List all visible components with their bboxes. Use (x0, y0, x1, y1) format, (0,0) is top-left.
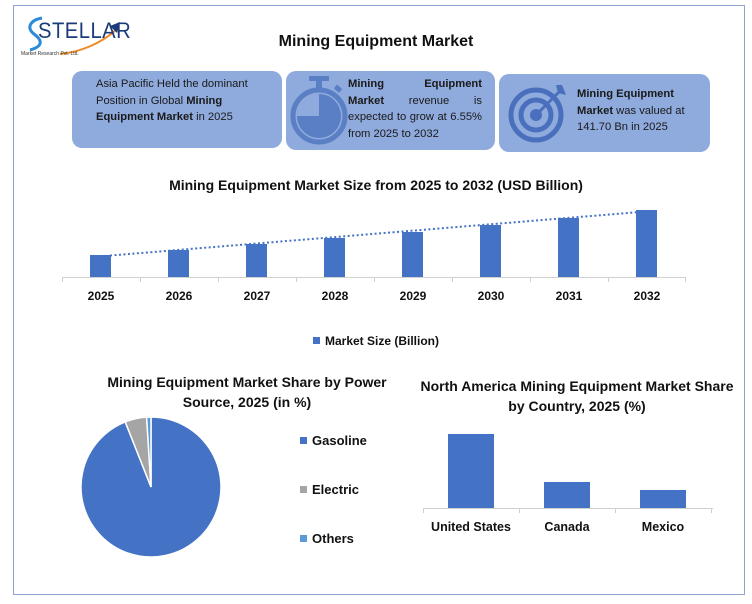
legend-label: Electric (312, 482, 359, 497)
power-source-chart-title: Mining Equipment Market Share by Power S… (107, 374, 387, 410)
x-tick (218, 277, 219, 282)
legend-label: Others (312, 531, 354, 546)
x-tick-label: Canada (544, 520, 590, 534)
x-tick (374, 277, 375, 282)
market-size-bar-chart: 2025 2026 2027 2028 2029 2030 2031 2032 (62, 200, 686, 310)
x-tick (685, 277, 686, 282)
card-text-segment: Asia Pacific Held the dominant Position … (96, 78, 248, 107)
power-source-pie-chart (80, 416, 222, 558)
legend-swatch (300, 486, 307, 493)
card-text-segment: Mining Equipment Market (577, 88, 674, 117)
bar-2028 (323, 238, 345, 277)
bar-2025 (89, 255, 111, 277)
x-tick (296, 277, 297, 282)
page-title: Mining Equipment Market (278, 33, 474, 50)
card-text-segment: was valued at 141.70 Bn in 2025 (577, 104, 685, 134)
market-size-legend: Market Size (Billion) (0, 334, 752, 348)
legend-label: Market Size (Billion) (324, 334, 440, 348)
x-tick (62, 277, 63, 282)
x-tick-label: 2027 (243, 289, 271, 303)
legend-label: Gasoline (312, 433, 367, 448)
north-america-chart-title: North America Mining Equipment Market Sh… (420, 378, 734, 414)
info-card-growth: Mining Equipment Market revenue is expec… (286, 71, 495, 150)
logo-wordmark: STELLAR (38, 18, 132, 43)
x-tick-label: 2030 (477, 289, 505, 303)
x-tick (711, 508, 712, 513)
x-tick (608, 277, 609, 282)
card-text-segment: Mining Equipment Market (348, 78, 482, 107)
card-text: Mining Equipment Market revenue is expec… (348, 76, 482, 142)
x-tick (140, 277, 141, 282)
x-tick (519, 508, 520, 513)
card-text-segment: Mining Equipment Market (96, 94, 223, 124)
x-tick (615, 508, 616, 513)
x-tick-label: 2029 (399, 289, 427, 303)
bar-2032 (635, 210, 657, 277)
legend-item-gasoline: Gasoline (300, 433, 367, 448)
x-tick-label: 2025 (87, 289, 115, 303)
legend-swatch (300, 535, 307, 542)
legend-swatch (312, 337, 320, 344)
info-card-valuation: Mining Equipment Market was valued at 14… (499, 74, 710, 152)
bar-2027 (245, 244, 267, 277)
north-america-bar-chart: United States Canada Mexico (423, 425, 713, 540)
x-tick (423, 508, 424, 513)
logo-swoosh-icon (28, 16, 120, 55)
x-tick-label: United States (431, 520, 511, 534)
stellar-logo: STELLAR Market Research Pvt. Ltd. (20, 10, 132, 60)
card-text-segment: revenue is expected to grow at 6.55% fro… (348, 94, 482, 140)
x-tick (452, 277, 453, 282)
bar-mexico (640, 490, 686, 508)
x-tick (530, 277, 531, 282)
x-tick-label: 2026 (165, 289, 193, 303)
logo-subtitle: Market Research Pvt. Ltd. (21, 51, 79, 57)
card-text-segment: in 2025 (192, 111, 233, 123)
stopwatch-icon (290, 76, 348, 145)
card-text: Mining Equipment Market was valued at 14… (577, 86, 697, 136)
x-tick-label: 2031 (555, 289, 583, 303)
info-card-region: Asia Pacific Held the dominant Position … (72, 71, 282, 148)
bar-2029 (401, 231, 423, 277)
bar-2026 (167, 249, 189, 277)
x-tick-label: Mexico (641, 520, 685, 534)
bar-2030 (479, 224, 501, 277)
trendline (109, 211, 637, 257)
bar-united-states (448, 434, 494, 508)
x-axis (423, 508, 713, 509)
bar-2031 (557, 217, 579, 277)
x-tick-label: 2032 (633, 289, 661, 303)
card-text: Asia Pacific Held the dominant Position … (96, 76, 266, 126)
legend-swatch (300, 437, 307, 444)
market-size-chart-title: Mining Equipment Market Size from 2025 t… (169, 177, 583, 193)
bar-canada (544, 482, 590, 508)
legend-item-others: Others (300, 531, 354, 546)
pie-slice-others (145, 416, 152, 488)
legend-item-electric: Electric (300, 482, 359, 497)
x-tick-label: 2028 (321, 289, 349, 303)
target-icon (508, 85, 566, 143)
